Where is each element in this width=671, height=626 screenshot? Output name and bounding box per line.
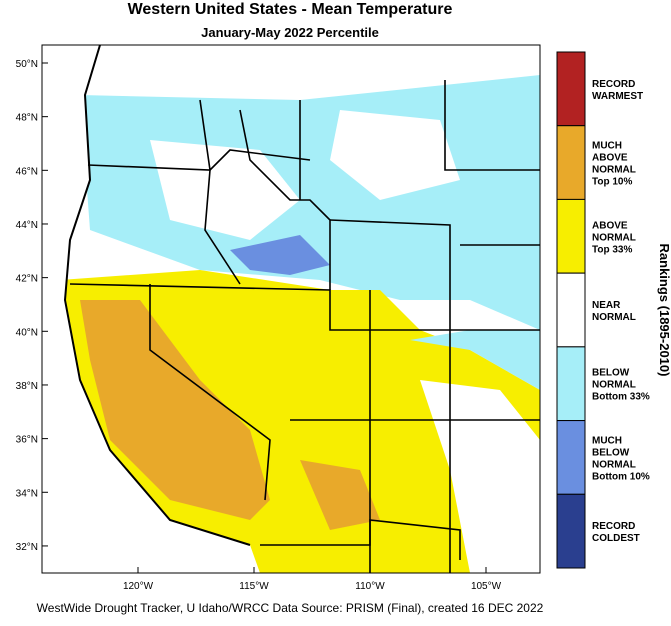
legend-label: NORMAL [592,459,636,470]
legend-label: NORMAL [592,312,636,323]
subtitle: January-May 2022 Percentile [201,25,379,40]
lat-tick-label: 50°N [16,59,38,70]
region-near [330,110,460,200]
lat-tick-label: 46°N [16,166,38,177]
legend-label: ABOVE [592,153,628,164]
state-borders [69,80,540,573]
legend-label: NORMAL [592,380,636,391]
legend-swatch [556,125,586,200]
lat-tick-label: 36°N [16,435,38,446]
lat-tick-label: 48°N [16,113,38,124]
legend-swatch [556,420,586,495]
legend-label: BELOW [592,447,630,458]
lat-tick-label: 40°N [16,327,38,338]
region-much-above [300,460,380,530]
region-much-above [80,300,270,520]
map [41,44,541,574]
region-below [410,330,540,390]
lat-tick-label: 42°N [16,274,38,285]
legend-label: NORMAL [592,165,636,176]
legend-swatch [556,493,586,569]
legend-label: NORMAL [592,232,636,243]
lon-tick-label: 120°W [123,581,154,592]
legend-label: MUCH [592,141,622,152]
legend-label: BELOW [592,368,630,379]
lat-tick-label: 32°N [16,542,38,553]
lat-tick-label: 34°N [16,488,38,499]
region-near [150,140,300,240]
ocean [42,45,260,573]
legend-label: Bottom 33% [592,392,650,403]
legend-label: RECORD [592,79,635,90]
legend-label: NEAR [592,300,621,311]
legend-label: ABOVE [592,220,628,231]
legend-label: Top 10% [592,177,632,188]
lon-tick-label: 110°W [355,581,385,592]
lat-tick-label: 44°N [16,220,38,231]
legend-label: RECORD [592,521,635,532]
coastline [63,44,251,546]
legend-swatch [556,51,586,127]
legend-swatch [556,346,586,422]
map-frame [41,44,541,574]
legend-swatch [556,198,586,274]
lon-tick-label: 115°W [239,581,269,592]
title: Western United States - Mean Temperature [128,1,453,18]
legend-label: MUCH [592,435,622,446]
legend-label: WARMEST [592,91,643,102]
legend-title: Rankings (1895-2010) [657,244,671,377]
border [260,519,461,560]
legend-label: Top 33% [592,244,632,255]
lon-tick-label: 105°W [471,581,502,592]
region-much-below [230,235,330,275]
legend-label: Bottom 10% [592,471,650,482]
footer: WestWide Drought Tracker, U Idaho/WRCC D… [37,601,544,615]
lat-tick-label: 38°N [16,381,38,392]
legend-label: COLDEST [592,533,640,544]
legend-swatch [556,272,586,348]
